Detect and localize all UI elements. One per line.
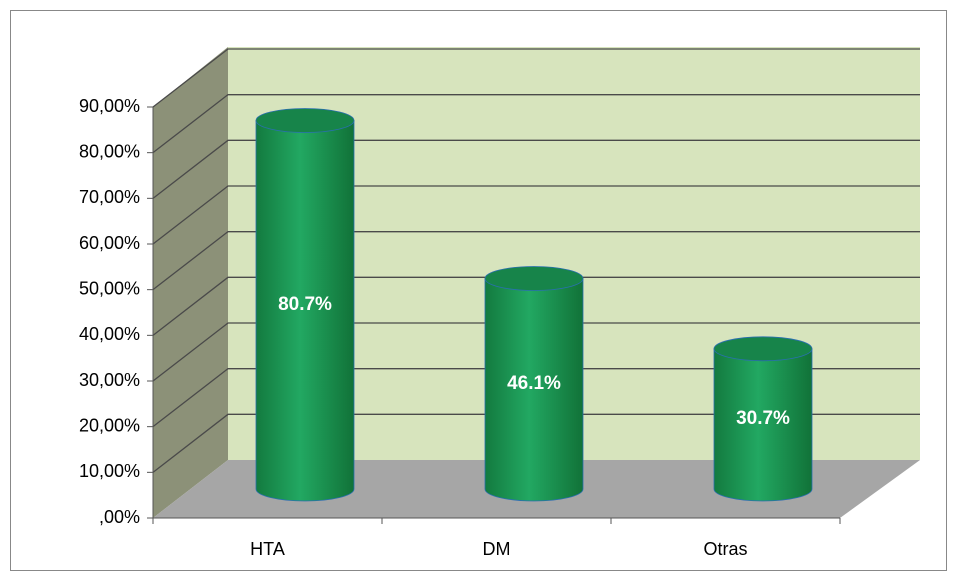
value-label: 30.7% [736,408,790,429]
grid-line [152,185,920,245]
side-wall [153,47,228,518]
cylinder-body [255,120,355,502]
value-label: 46.1% [507,373,561,394]
grid-line [152,322,920,382]
y-tick-label: 70,00% [79,187,140,207]
grid-line [152,368,920,428]
y-tick-label: 40,00% [79,324,140,344]
value-label: 80.7% [278,294,332,315]
y-tick-label: 10,00% [79,461,140,481]
cylinder-top [713,336,813,362]
grid-line [152,48,920,108]
grid-line [152,276,920,336]
y-tick-label: ,00% [99,507,140,527]
cylinder-top [484,266,584,291]
y-tick-label: 80,00% [79,141,140,161]
grid-line [152,413,920,473]
cylinder-top [255,108,355,133]
x-tick-label: Otras [703,539,747,559]
grid-line [152,231,920,291]
y-tick-label: 30,00% [79,370,140,390]
y-tick-label: 90,00% [79,96,140,116]
y-tick-label: 20,00% [79,415,140,435]
cylinder-body [713,348,813,502]
x-tick-label: DM [483,539,511,559]
y-tick-label: 60,00% [79,233,140,253]
y-tick-label: 50,00% [79,278,140,298]
grid-line [152,94,920,154]
x-tick-label: HTA [250,539,285,559]
grid-line [152,139,920,199]
cylinder-body [484,278,584,502]
